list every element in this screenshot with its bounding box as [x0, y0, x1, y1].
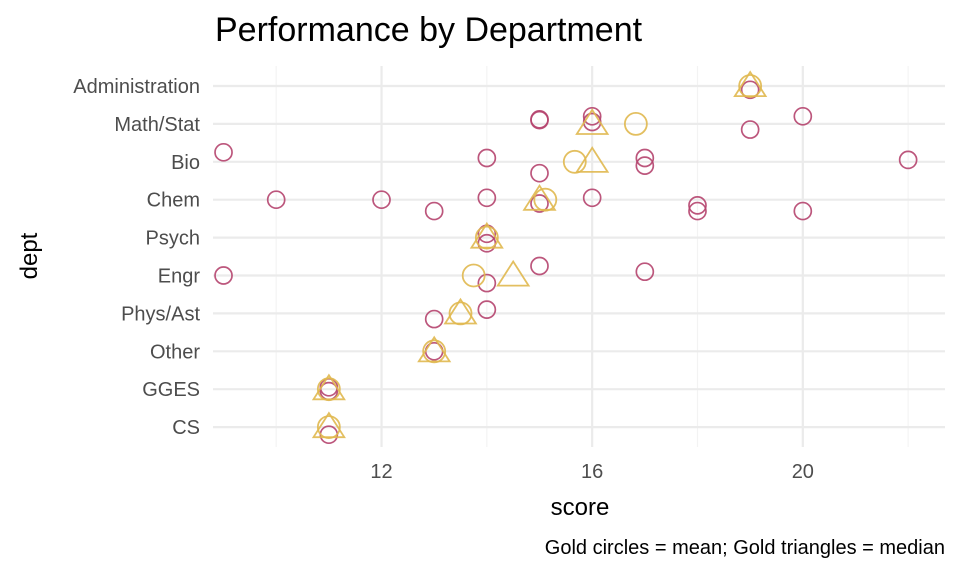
data-point	[424, 309, 444, 329]
data-point	[582, 188, 602, 208]
median-marker	[522, 184, 557, 211]
mean-marker	[623, 112, 648, 136]
data-point	[424, 201, 444, 221]
y-tick-label: Chem	[147, 190, 200, 212]
y-tick-label: Administration	[73, 76, 200, 98]
mean-marker	[461, 263, 486, 288]
data-point	[898, 150, 918, 170]
median-markers	[311, 70, 768, 439]
y-tick-label: Bio	[171, 152, 200, 174]
data-point	[477, 188, 497, 208]
y-tick-label: Other	[150, 341, 200, 363]
mean-marker	[316, 377, 341, 402]
y-tick-label: CS	[172, 417, 200, 439]
data-point	[477, 300, 497, 319]
data-point	[530, 194, 549, 213]
median-marker	[575, 146, 610, 173]
data-point	[688, 196, 707, 215]
data-point	[214, 142, 233, 162]
median-marker	[311, 411, 346, 439]
x-tick-label: 12	[370, 461, 392, 483]
data-point	[266, 190, 286, 210]
y-tick-label: Math/Stat	[114, 114, 200, 136]
grid	[213, 66, 945, 447]
data-point	[688, 201, 707, 221]
y-tick-label: Psych	[146, 228, 200, 250]
y-tick-labels: Administration Math/Stat Bio Chem Psych Engr P…	[73, 76, 200, 439]
data-point	[319, 377, 339, 397]
data-point	[793, 201, 813, 221]
median-marker	[575, 108, 610, 135]
median-marker	[443, 297, 478, 325]
data-point	[477, 273, 497, 293]
data-point	[740, 80, 760, 100]
data-point	[530, 163, 549, 183]
median-marker	[311, 373, 346, 401]
median-marker	[496, 259, 531, 287]
x-tick-label: 16	[581, 461, 603, 483]
median-marker	[469, 221, 504, 249]
data-point	[372, 190, 391, 210]
x-tick-labels: 12 16 20	[370, 461, 814, 483]
median-marker	[417, 335, 452, 363]
y-axis-title: dept	[16, 232, 43, 279]
data-point	[793, 106, 813, 126]
x-axis-title: score	[551, 494, 610, 521]
mean-marker	[562, 149, 587, 174]
y-tick-label: Engr	[158, 266, 201, 288]
data-point	[530, 256, 549, 276]
x-tick-label: 20	[792, 461, 814, 483]
data-point	[635, 156, 655, 175]
data-point	[740, 120, 760, 139]
chart-caption: Gold circles = mean; Gold triangles = me…	[545, 537, 945, 559]
data-point	[530, 110, 549, 129]
mean-markers	[316, 74, 763, 440]
data-point	[582, 106, 602, 126]
chart-title: Performance by Department	[215, 11, 643, 49]
mean-marker	[474, 225, 499, 250]
data-point	[635, 148, 655, 168]
y-tick-label: Phys/Ast	[121, 303, 200, 325]
y-tick-label: GGES	[142, 379, 200, 401]
data-point	[635, 262, 655, 282]
data-point	[214, 266, 233, 285]
data-point	[319, 425, 339, 445]
median-marker	[733, 70, 768, 97]
data-point	[477, 148, 497, 168]
